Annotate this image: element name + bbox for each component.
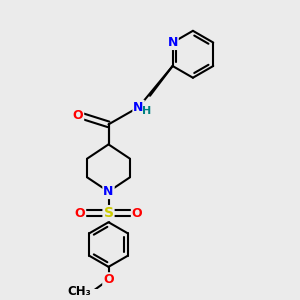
- Text: O: O: [73, 109, 83, 122]
- Text: O: O: [132, 207, 142, 220]
- Text: N: N: [167, 36, 178, 49]
- Text: CH₃: CH₃: [68, 285, 92, 298]
- Text: S: S: [103, 206, 113, 220]
- Text: O: O: [103, 273, 114, 286]
- Text: O: O: [75, 207, 85, 220]
- Text: N: N: [103, 185, 114, 198]
- Text: N: N: [134, 101, 144, 114]
- Text: H: H: [142, 106, 151, 116]
